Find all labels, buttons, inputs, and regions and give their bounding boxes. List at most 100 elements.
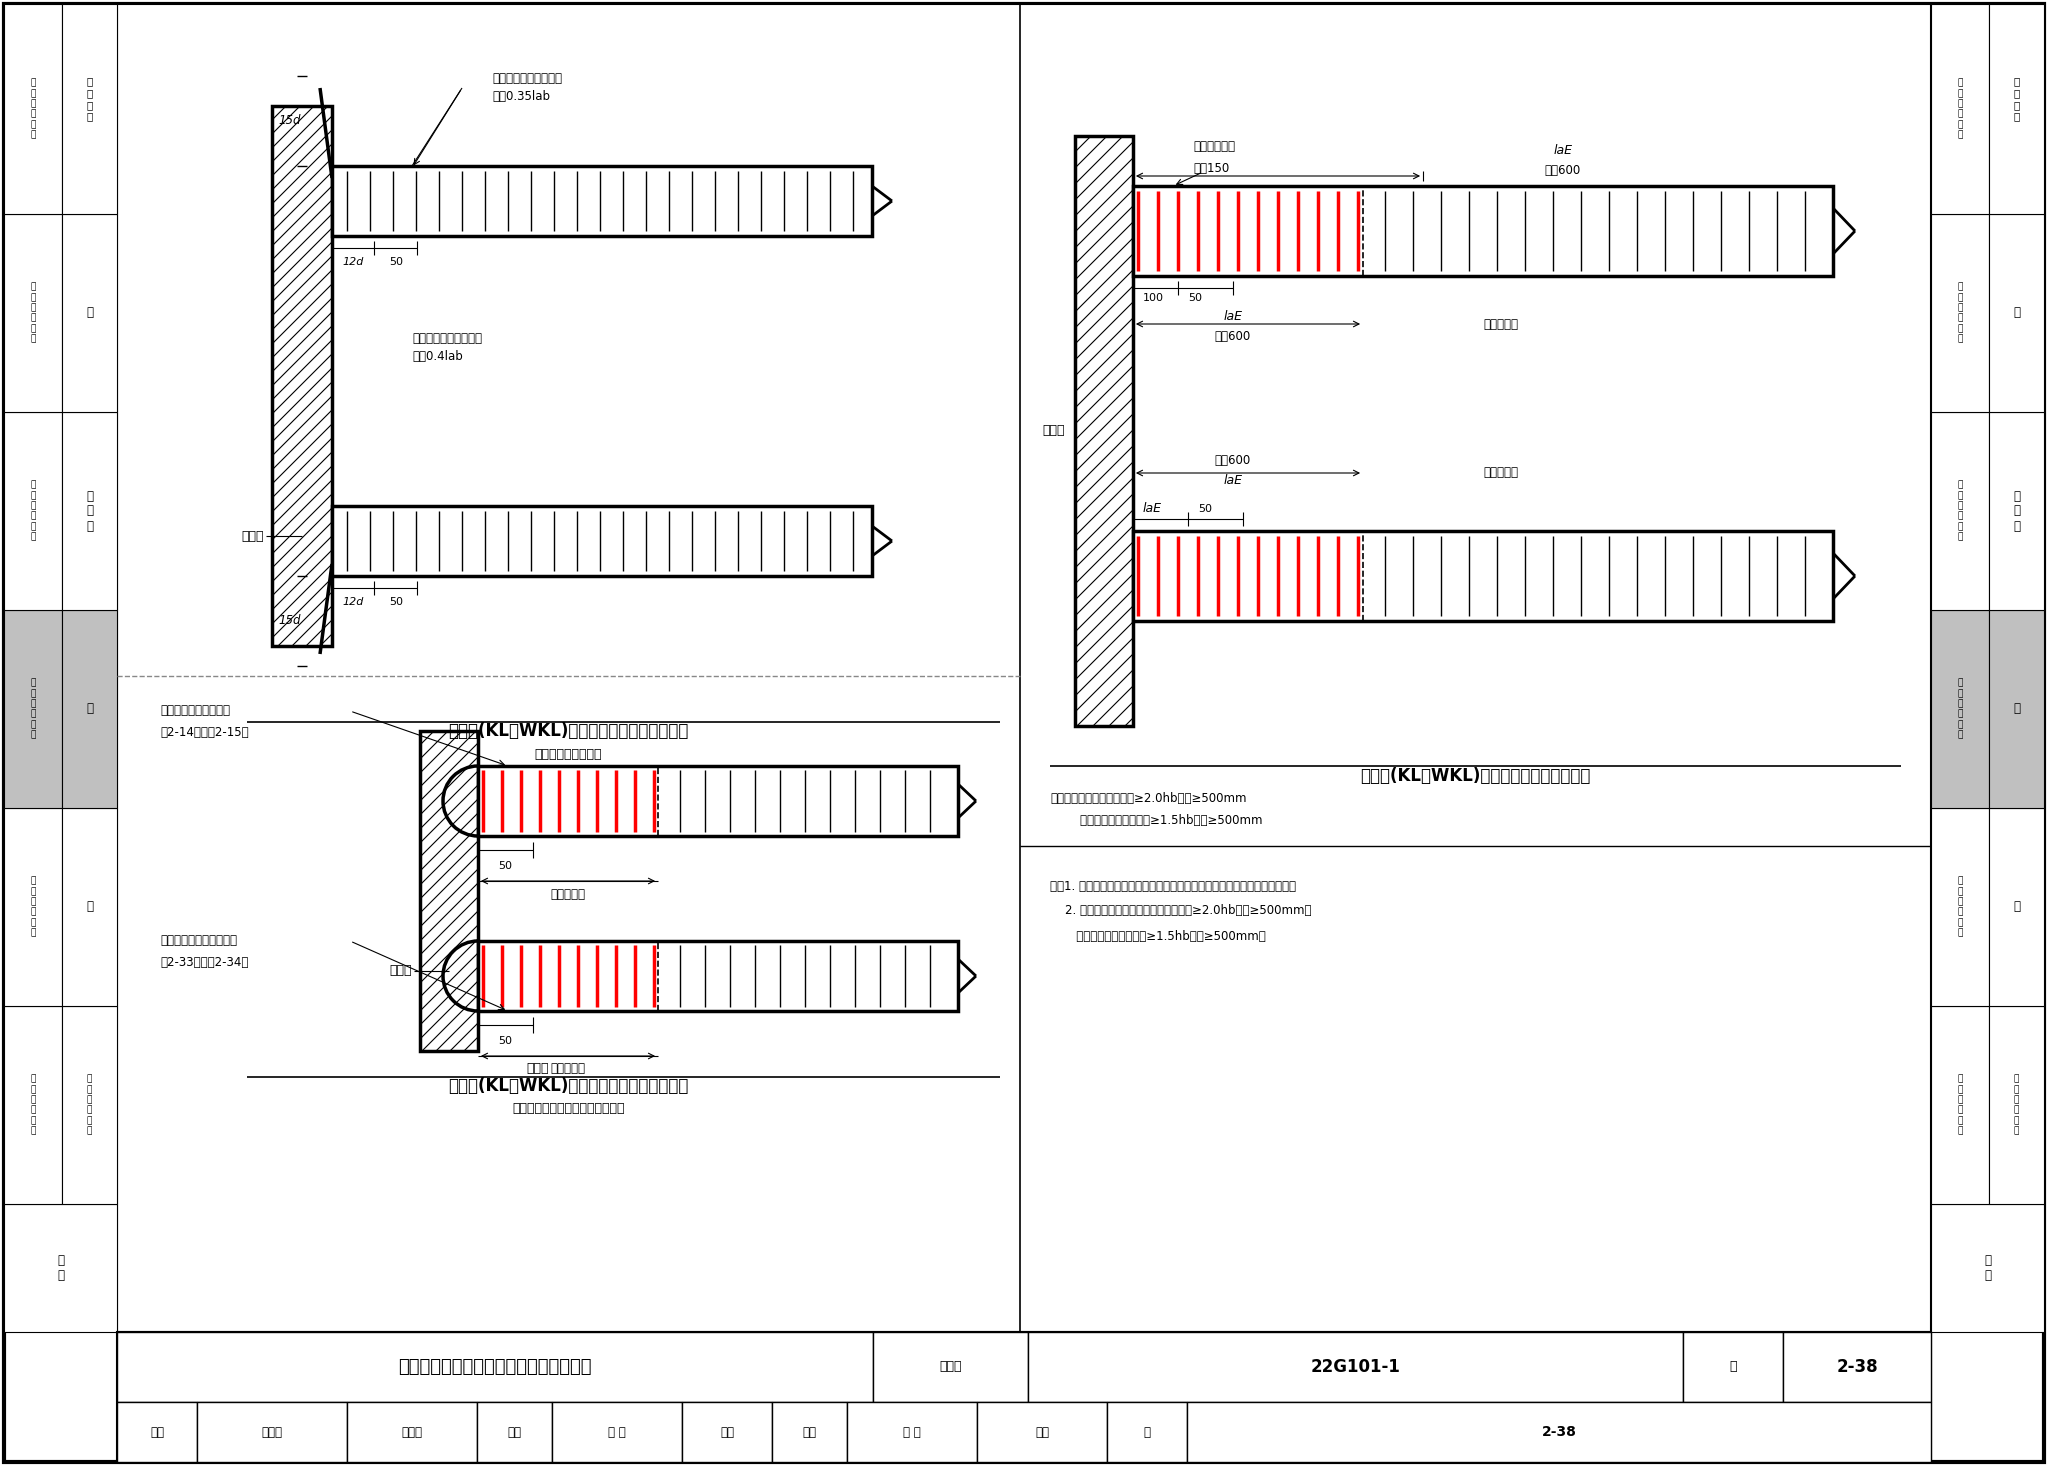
Bar — [1931, 1204, 2044, 1333]
Bar — [1989, 214, 2044, 412]
Text: 15d: 15d — [279, 114, 301, 128]
Text: 第2-14页、第2-15页: 第2-14页、第2-15页 — [160, 727, 248, 739]
Bar — [4, 1204, 117, 1333]
Text: 2. 箍筋加密区范围：抗震等级为一级：≥2.0hb，且≥500mm；: 2. 箍筋加密区范围：抗震等级为一级：≥2.0hb，且≥500mm； — [1051, 905, 1311, 918]
Text: 100: 100 — [1143, 293, 1163, 303]
Text: 余 莉: 余 莉 — [903, 1425, 922, 1438]
Bar — [61, 412, 117, 610]
Text: 且＞600: 且＞600 — [1214, 454, 1251, 468]
Bar — [1931, 808, 1989, 1006]
Text: 顶层节点构造同本图集: 顶层节点构造同本图集 — [160, 705, 229, 717]
Text: laE: laE — [1143, 503, 1161, 516]
Text: 框架梁(KL、WKL)与剪力墙平面外构造（一）: 框架梁(KL、WKL)与剪力墙平面外构造（一） — [449, 721, 688, 740]
Text: 且＞0.4lab: 且＞0.4lab — [412, 349, 463, 362]
Text: 箍筋加密区: 箍筋加密区 — [1483, 318, 1518, 330]
Text: 第2-33页、第2-34页: 第2-33页、第2-34页 — [160, 956, 248, 969]
Bar — [1931, 1006, 1989, 1204]
Text: 标
准
构
造
详
图: 标 准 构 造 详 图 — [1958, 679, 1962, 739]
Text: 板: 板 — [86, 900, 92, 913]
Text: 且＞600: 且＞600 — [1544, 164, 1581, 177]
Bar — [1989, 808, 2044, 1006]
Bar — [117, 1333, 1931, 1462]
Text: 扶壁柱: 扶壁柱 — [526, 1063, 549, 1076]
Text: 50: 50 — [498, 861, 512, 871]
Text: （用于墙厚较小时）: （用于墙厚较小时） — [535, 748, 602, 761]
Text: 标
准
构
造
详
图: 标 准 构 造 详 图 — [31, 679, 35, 739]
Bar — [1931, 214, 1989, 412]
Text: 抗震等级为二～四级：≥1.5hb，且≥500mm: 抗震等级为二～四级：≥1.5hb，且≥500mm — [1051, 814, 1262, 827]
Text: 板: 板 — [2013, 900, 2019, 913]
Text: 标
准
构
造
详
图: 标 准 构 造 详 图 — [1958, 283, 1962, 343]
Text: 剪力墙: 剪力墙 — [389, 965, 412, 978]
Bar — [1133, 531, 1833, 622]
Bar — [4, 4, 61, 214]
Text: 附
录: 附 录 — [1985, 1253, 1991, 1281]
Bar — [346, 1401, 477, 1462]
Text: 梁纵向钢筋构造同本图集: 梁纵向钢筋构造同本图集 — [160, 934, 238, 947]
Bar — [1108, 1401, 1188, 1462]
Text: 标
准
构
造
详
图: 标 准 构 造 详 图 — [1958, 79, 1962, 139]
Text: 剪
力
墙: 剪 力 墙 — [2013, 490, 2019, 532]
Bar — [4, 610, 61, 808]
Text: 柱: 柱 — [2013, 306, 2019, 320]
Text: 标
准
构
造
详
图: 标 准 构 造 详 图 — [31, 283, 35, 343]
Bar — [1784, 1333, 1931, 1401]
Bar — [117, 1333, 872, 1401]
Bar — [1931, 4, 1989, 214]
Bar — [420, 732, 477, 1051]
Text: 俞钢: 俞钢 — [1034, 1425, 1049, 1438]
Bar — [872, 1333, 1028, 1401]
Text: 剪力墙: 剪力墙 — [1042, 425, 1065, 437]
Text: 间距150: 间距150 — [1194, 161, 1229, 174]
Bar — [772, 1401, 848, 1462]
Text: 罗 斌: 罗 斌 — [608, 1425, 627, 1438]
Text: 箍筋加密区: 箍筋加密区 — [551, 887, 586, 900]
Bar — [1133, 186, 1833, 276]
Text: 吴以孙: 吴以孙 — [401, 1425, 422, 1438]
Text: 一
般
构
造: 一 般 构 造 — [86, 76, 92, 122]
Text: 其
他
相
关
构
造: 其 他 相 关 构 造 — [86, 1075, 92, 1136]
Text: 注：1. 框架梁与剪力墙平面外连接构造（一）、（二）的选用，由设计指定。: 注：1. 框架梁与剪力墙平面外连接构造（一）、（二）的选用，由设计指定。 — [1051, 880, 1296, 893]
Text: 2-38: 2-38 — [1542, 1425, 1577, 1440]
Text: 15d: 15d — [279, 614, 301, 627]
Text: 标
准
构
造
详
图: 标 准 构 造 详 图 — [31, 877, 35, 937]
Text: 伸至墙外侧纵筋内侧，: 伸至墙外侧纵筋内侧， — [412, 331, 481, 345]
Text: 50: 50 — [498, 1036, 512, 1047]
Bar — [477, 1401, 553, 1462]
Bar — [61, 610, 117, 808]
Text: 吴汉福: 吴汉福 — [262, 1425, 283, 1438]
Text: 箍筋加密区: 箍筋加密区 — [1483, 466, 1518, 479]
Bar — [61, 214, 117, 412]
Bar — [1989, 1006, 2044, 1204]
Text: 50: 50 — [389, 257, 403, 267]
Text: 标
准
构
造
详
图: 标 准 构 造 详 图 — [31, 481, 35, 541]
Bar — [682, 1401, 772, 1462]
Text: 标
准
构
造
详
图: 标 准 构 造 详 图 — [1958, 481, 1962, 541]
Bar — [332, 506, 872, 576]
Text: 标
准
构
造
详
图: 标 准 构 造 详 图 — [1958, 1075, 1962, 1136]
Bar — [197, 1401, 346, 1462]
Text: 标
准
构
造
详
图: 标 准 构 造 详 图 — [1958, 877, 1962, 937]
Text: 加密区：抗震等级为一级：≥2.0hb，且≥500mm: 加密区：抗震等级为一级：≥2.0hb，且≥500mm — [1051, 792, 1247, 805]
Bar — [1075, 136, 1133, 726]
Bar — [61, 1006, 117, 1204]
Bar — [4, 1006, 61, 1204]
Text: 50: 50 — [1198, 504, 1212, 515]
Text: 梁: 梁 — [86, 702, 92, 715]
Text: 伸至墙外侧纵筋内侧，: 伸至墙外侧纵筋内侧， — [492, 72, 561, 85]
Bar — [477, 941, 958, 1012]
Text: 柱: 柱 — [86, 306, 92, 320]
Text: 剪
力
墙: 剪 力 墙 — [86, 490, 92, 532]
Text: 其
他
相
关
构
造: 其 他 相 关 构 造 — [2013, 1075, 2019, 1136]
Text: 50: 50 — [389, 597, 403, 607]
Bar — [61, 4, 117, 214]
Bar — [272, 106, 332, 647]
Bar — [848, 1401, 977, 1462]
Text: 抗震等级为二～四级：≥1.5hb，且≥500mm。: 抗震等级为二～四级：≥1.5hb，且≥500mm。 — [1051, 929, 1266, 943]
Text: 直径同跨中，: 直径同跨中， — [1194, 139, 1235, 152]
Bar — [1931, 412, 1989, 610]
Text: 框架梁(KL、WKL)与剪力墙平面外构造（二）: 框架梁(KL、WKL)与剪力墙平面外构造（二） — [449, 1078, 688, 1095]
Text: 框架梁(KL、WKL)与剪力墙平面内相交构造: 框架梁(KL、WKL)与剪力墙平面内相交构造 — [1360, 767, 1591, 784]
Text: 标
准
构
造
详
图: 标 准 构 造 详 图 — [31, 1075, 35, 1136]
Text: 校对: 校对 — [508, 1425, 522, 1438]
